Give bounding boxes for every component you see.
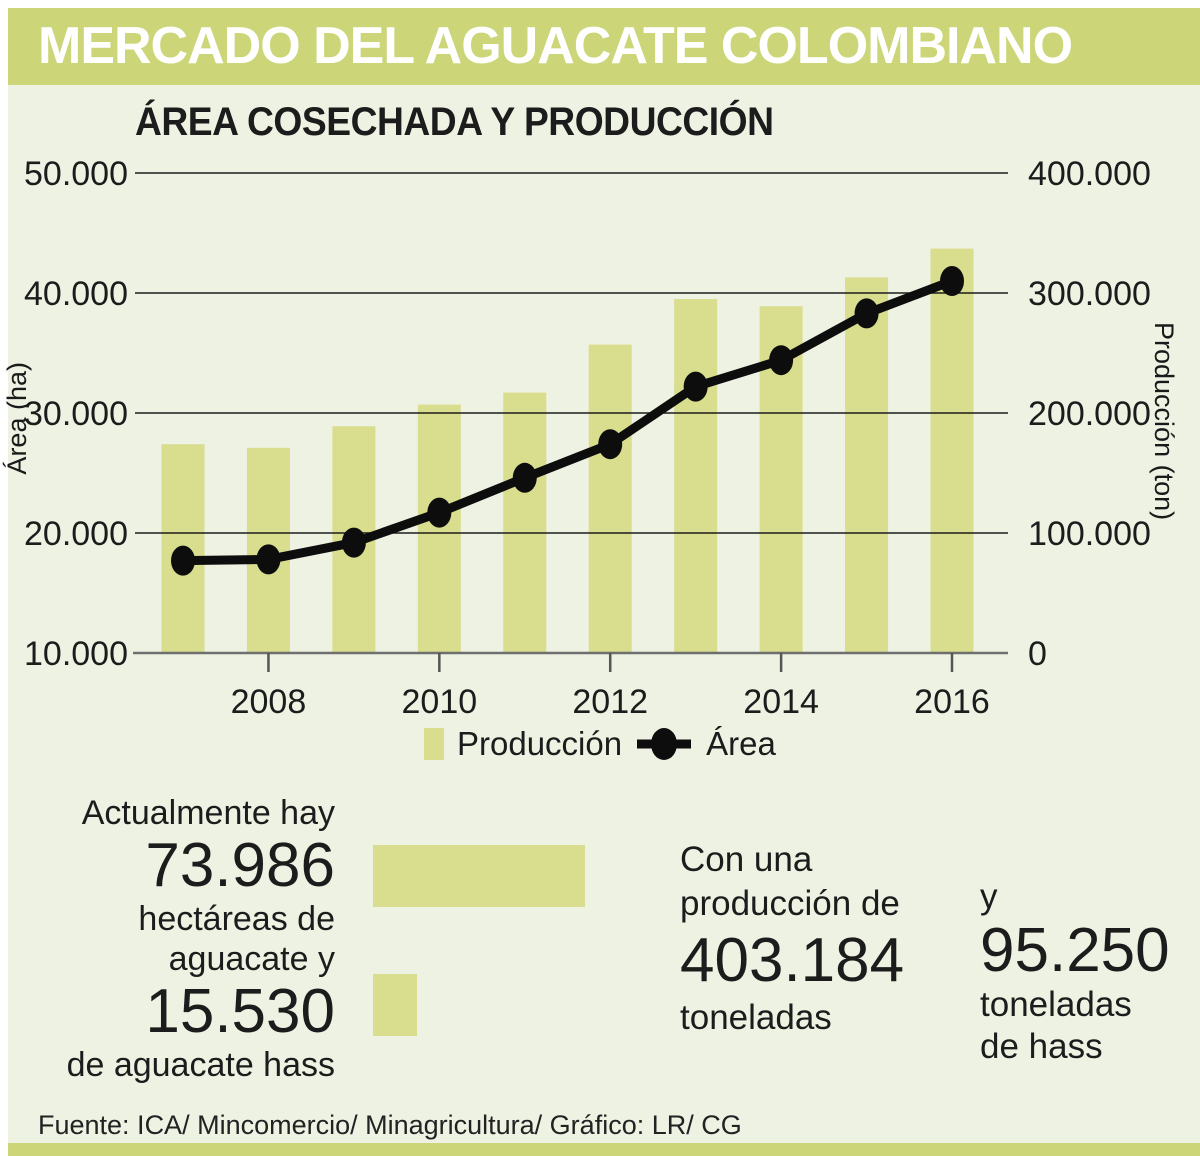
page-title: MERCADO DEL AGUACATE COLOMBIANO	[38, 17, 1073, 75]
stat-intro: Actualmente hay	[81, 794, 335, 832]
production-intro-2: producción de	[680, 884, 900, 923]
production-hass-caption-1: toneladas	[980, 985, 1132, 1024]
production-total-value: 403.184	[680, 926, 905, 995]
production-hass-caption-2: de hass	[980, 1027, 1103, 1066]
production-stat-block: Con una producción de 403.184 toneladas	[680, 838, 960, 1040]
svg-text:100.000: 100.000	[1028, 515, 1151, 553]
header-band: MERCADO DEL AGUACATE COLOMBIANO	[8, 8, 1200, 85]
hass-production-stat-block: y 95.250 toneladas de hass	[980, 876, 1190, 1068]
svg-text:300.000: 300.000	[1028, 275, 1151, 313]
hass-hectares-caption: de aguacate hass	[66, 1046, 335, 1084]
chart-title: ÁREA COSECHADA Y PRODUCCIÓN	[135, 100, 774, 144]
svg-text:2016: 2016	[914, 683, 990, 721]
left-axis-title: Área (ha)	[2, 362, 32, 475]
right-axis-title: Producción (ton)	[1149, 322, 1179, 521]
svg-text:2008: 2008	[231, 683, 307, 721]
conjunction: y	[980, 877, 998, 916]
total-hectares-bar	[373, 845, 585, 907]
total-hectares-value: 73.986	[145, 831, 335, 900]
production-intro-1: Con una	[680, 840, 813, 879]
svg-text:20.000: 20.000	[24, 515, 128, 553]
svg-text:10.000: 10.000	[24, 635, 128, 673]
bottom-band	[8, 1143, 1200, 1156]
legend-production-swatch	[424, 728, 444, 760]
legend-area-marker-icon	[637, 728, 692, 760]
legend-area-label: Área	[706, 725, 776, 762]
hass-hectares-bar	[373, 974, 417, 1036]
legend-production-label: Producción	[457, 725, 623, 762]
production-hass-value: 95.250	[980, 916, 1170, 985]
total-hectares-caption-1: hectáreas de	[138, 900, 335, 938]
svg-text:2012: 2012	[572, 683, 648, 721]
area-production-chart: 50.000 40.000 30.000 20.000 10.000 400.000 300…	[24, 155, 1151, 721]
hass-hectares-value: 15.530	[145, 977, 335, 1046]
svg-text:400.000: 400.000	[1028, 155, 1151, 193]
svg-text:30.000: 30.000	[24, 395, 128, 433]
svg-text:40.000: 40.000	[24, 275, 128, 313]
svg-text:2014: 2014	[743, 683, 819, 721]
hectares-stat-block: Actualmente hay 73.986 hectáreas de agua…	[30, 793, 335, 1085]
chart-legend: Producción Área	[424, 720, 776, 768]
svg-text:50.000: 50.000	[24, 155, 128, 193]
svg-text:200.000: 200.000	[1028, 395, 1151, 433]
svg-text:0: 0	[1028, 635, 1047, 673]
total-hectares-caption-2: aguacate y	[168, 940, 335, 978]
svg-text:2010: 2010	[402, 683, 478, 721]
source-line: Fuente: ICA/ Mincomercio/ Minagricultura…	[38, 1110, 742, 1140]
production-total-caption: toneladas	[680, 998, 832, 1037]
